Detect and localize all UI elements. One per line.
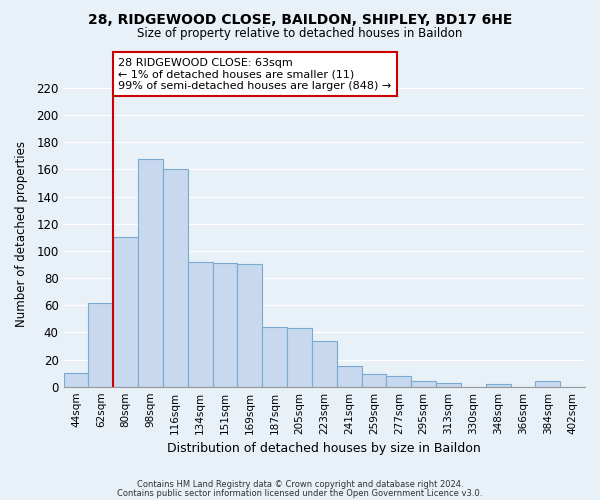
- Text: 28 RIDGEWOOD CLOSE: 63sqm
← 1% of detached houses are smaller (11)
99% of semi-d: 28 RIDGEWOOD CLOSE: 63sqm ← 1% of detach…: [118, 58, 391, 90]
- X-axis label: Distribution of detached houses by size in Baildon: Distribution of detached houses by size …: [167, 442, 481, 455]
- Bar: [188, 262, 212, 386]
- Bar: [411, 382, 436, 386]
- Bar: [262, 327, 287, 386]
- Text: Contains HM Land Registry data © Crown copyright and database right 2024.: Contains HM Land Registry data © Crown c…: [137, 480, 463, 489]
- Bar: [238, 264, 262, 386]
- Bar: [436, 382, 461, 386]
- Bar: [88, 302, 113, 386]
- Y-axis label: Number of detached properties: Number of detached properties: [15, 141, 28, 327]
- Bar: [138, 158, 163, 386]
- Bar: [163, 170, 188, 386]
- Bar: [535, 382, 560, 386]
- Bar: [287, 328, 312, 386]
- Bar: [64, 373, 88, 386]
- Text: 28, RIDGEWOOD CLOSE, BAILDON, SHIPLEY, BD17 6HE: 28, RIDGEWOOD CLOSE, BAILDON, SHIPLEY, B…: [88, 12, 512, 26]
- Bar: [312, 340, 337, 386]
- Bar: [485, 384, 511, 386]
- Bar: [113, 238, 138, 386]
- Bar: [362, 374, 386, 386]
- Bar: [386, 376, 411, 386]
- Bar: [337, 366, 362, 386]
- Bar: [212, 263, 238, 386]
- Text: Size of property relative to detached houses in Baildon: Size of property relative to detached ho…: [137, 28, 463, 40]
- Text: Contains public sector information licensed under the Open Government Licence v3: Contains public sector information licen…: [118, 488, 482, 498]
